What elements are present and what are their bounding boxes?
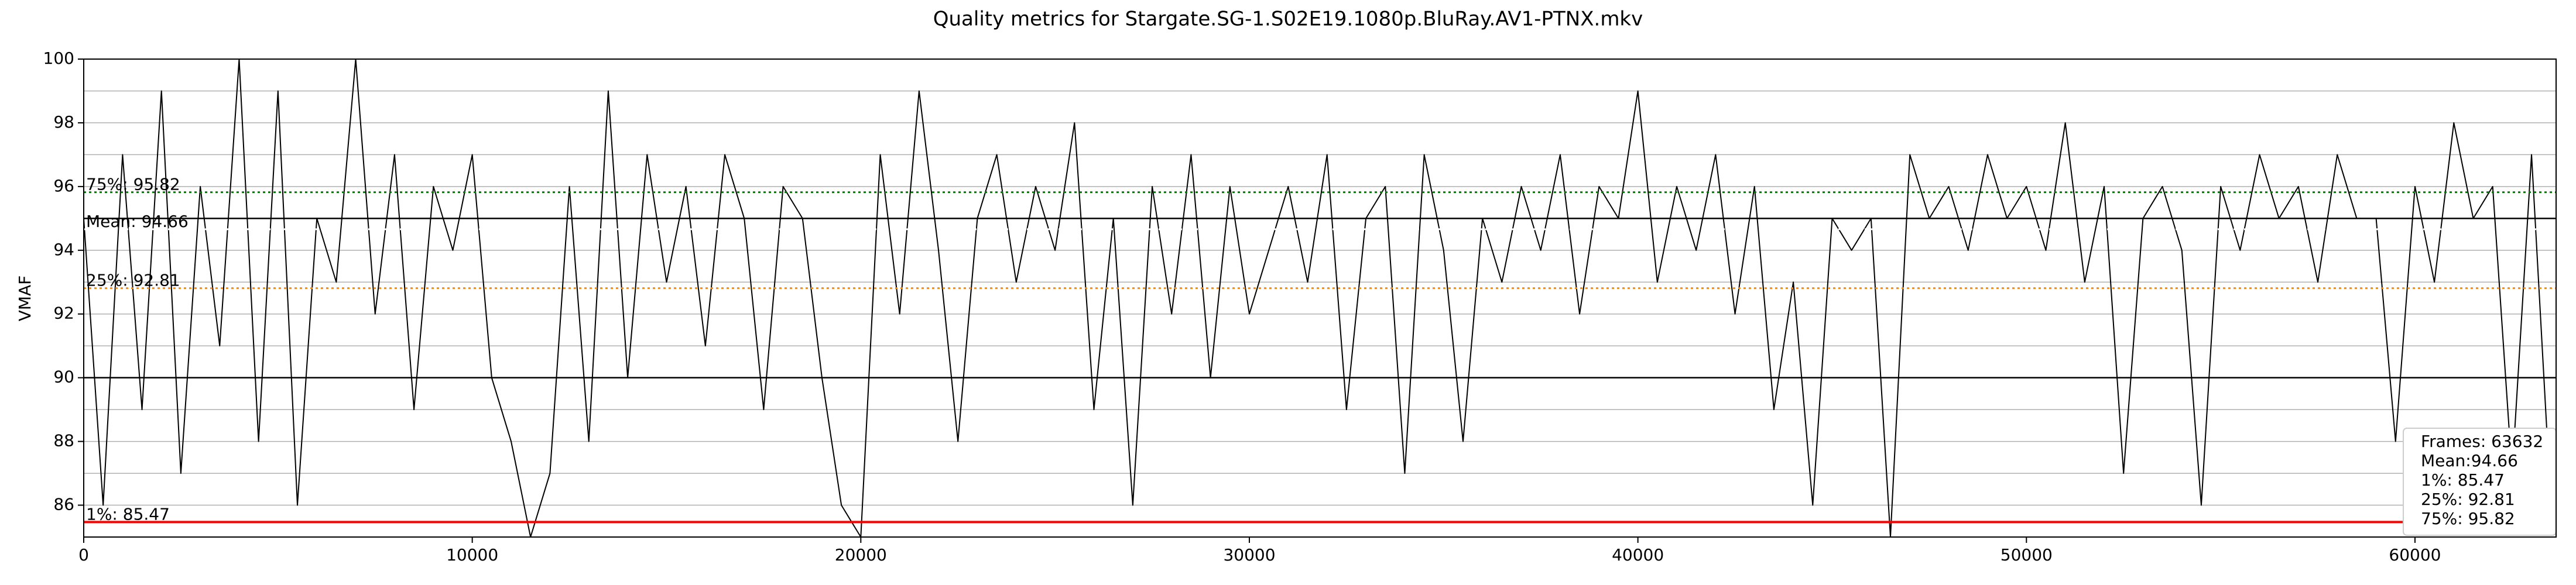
x-tick-label: 10000 — [446, 545, 498, 565]
x-tick-label: 20000 — [835, 545, 887, 565]
y-tick-label: 90 — [53, 367, 74, 387]
reference-label: 1%: 85.47 — [86, 504, 170, 524]
stats-text: Frames: 63632 — [2421, 432, 2543, 451]
x-tick-label: 40000 — [1612, 545, 1664, 565]
reference-label: 75%: 95.82 — [86, 175, 180, 194]
vmaf-line — [83, 58, 2552, 538]
stats-text: 75%: 95.82 — [2421, 509, 2515, 528]
y-tick-label: 88 — [53, 431, 74, 450]
y-tick-label: 96 — [53, 176, 74, 195]
reference-label: Mean: 94.66 — [86, 212, 189, 231]
y-axis-label: VMAF — [15, 276, 35, 322]
y-tick-label: 98 — [53, 112, 74, 132]
chart-title: Quality metrics for Stargate.SG-1.S02E19… — [933, 8, 1643, 31]
y-tick-label: 86 — [53, 495, 74, 514]
plot-frame — [83, 58, 2557, 538]
x-tick-label: 50000 — [2000, 545, 2053, 565]
reference-label: 25%: 92.81 — [86, 271, 180, 290]
stats-text: 1%: 85.47 — [2421, 470, 2505, 490]
y-tick-label: 100 — [43, 49, 74, 68]
stats-text: Mean:94.66 — [2421, 451, 2518, 470]
y-tick-label: 94 — [53, 240, 74, 259]
x-tick-label: 30000 — [1223, 545, 1275, 565]
y-tick-label: 92 — [53, 304, 74, 323]
x-tick-label: 60000 — [2389, 545, 2441, 565]
x-tick-label: 0 — [78, 545, 89, 565]
stats-text: 25%: 92.81 — [2421, 490, 2515, 509]
